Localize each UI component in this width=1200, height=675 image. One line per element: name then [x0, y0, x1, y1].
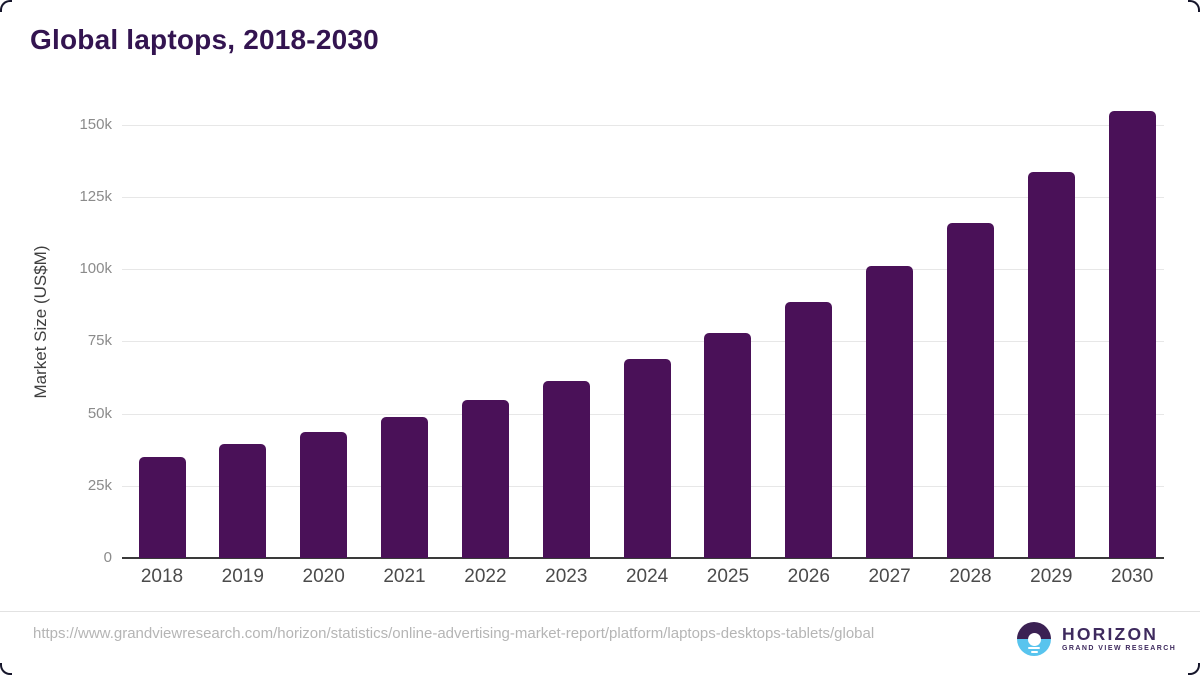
- x-axis-label: 2026: [787, 566, 830, 587]
- bar-2029[interactable]: [1027, 171, 1075, 558]
- y-tick-label: 75k: [87, 332, 112, 350]
- gridline: [122, 196, 1164, 198]
- gridline: [122, 124, 1164, 126]
- y-tick-label: 0: [103, 549, 112, 566]
- page-title: Global laptops, 2018-2030: [30, 24, 379, 55]
- x-axis-label: 2028: [949, 566, 992, 587]
- sun-reflection-line: [1028, 646, 1040, 649]
- y-axis-title: Market Size (US$M): [31, 245, 50, 399]
- bar-2022[interactable]: [461, 399, 509, 558]
- logo-brand-text: HORIZON: [1062, 624, 1159, 644]
- bar-2019[interactable]: [219, 444, 267, 558]
- gridline: [122, 269, 1164, 271]
- page-corner-decoration: [1188, 663, 1200, 675]
- y-tick-label: 150k: [79, 115, 112, 133]
- bar-2025[interactable]: [704, 333, 752, 558]
- bar-2021[interactable]: [381, 416, 428, 558]
- logo-tagline-text: GRAND VIEW RESEARCH: [1062, 645, 1177, 652]
- x-axis-label: 2027: [868, 566, 911, 587]
- bar-2030[interactable]: [1108, 110, 1156, 558]
- page-corner-decoration: [0, 663, 12, 675]
- horizon-logo-link[interactable]: HORIZON GRAND VIEW RESEARCH: [1017, 621, 1175, 659]
- sun-reflection-line: [1030, 650, 1038, 653]
- x-axis-label: 2023: [545, 566, 588, 587]
- sun-icon: [1027, 632, 1041, 646]
- bar-2028[interactable]: [947, 223, 994, 558]
- bar-2027[interactable]: [866, 265, 914, 558]
- footer-divider: [0, 611, 1200, 612]
- x-axis-label: 2025: [706, 566, 750, 587]
- x-axis-label: 2019: [221, 566, 264, 587]
- source-url: https://www.grandviewresearch.com/horizo…: [33, 625, 875, 642]
- y-tick-label: 100k: [79, 260, 112, 278]
- bar-2024[interactable]: [623, 359, 671, 558]
- gridline: [122, 341, 1164, 343]
- x-axis-label: 2022: [464, 566, 507, 587]
- x-axis-label: 2018: [140, 566, 184, 587]
- y-tick-label: 50k: [87, 404, 112, 422]
- bar-2023[interactable]: [542, 380, 590, 558]
- page-corner-decoration: [0, 0, 12, 12]
- x-axis-label: 2021: [383, 566, 426, 587]
- bar-2018[interactable]: [138, 456, 186, 558]
- x-axis-label: 2020: [302, 566, 345, 587]
- x-axis-label: 2029: [1030, 566, 1073, 587]
- bar-2026[interactable]: [785, 301, 833, 558]
- x-axis-label: 2030: [1111, 566, 1154, 587]
- y-tick-label: 25k: [87, 476, 112, 494]
- y-tick-label: 125k: [79, 187, 112, 205]
- bar-2020[interactable]: [300, 432, 348, 558]
- sun-horizon-icon: [1017, 622, 1051, 656]
- page-corner-decoration: [1188, 0, 1200, 12]
- x-axis-label: 2024: [625, 566, 669, 587]
